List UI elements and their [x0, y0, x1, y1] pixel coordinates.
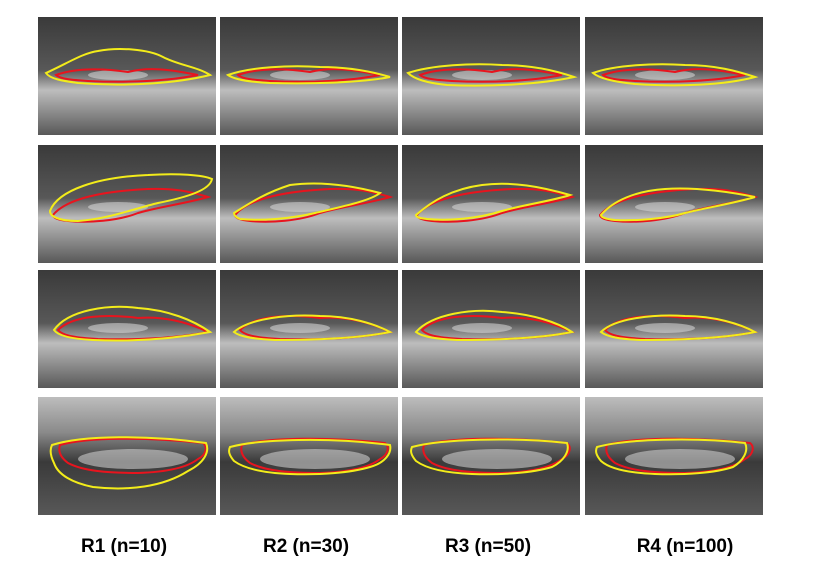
- ultrasound-tile-r3-c3: [402, 270, 580, 388]
- echo-highlight: [635, 323, 695, 333]
- reference-contour: [233, 187, 394, 223]
- predicted-contour: [232, 182, 383, 221]
- reference-contour: [418, 68, 563, 83]
- ultrasound-image: [220, 145, 398, 263]
- ultrasound-tile-r4-c1: [38, 397, 216, 515]
- predicted-contour: [228, 438, 392, 476]
- ultrasound-tile-r3-c1: [38, 270, 216, 388]
- ultrasound-image: [220, 397, 398, 515]
- ultrasound-image: [585, 145, 763, 263]
- ultrasound-tile-r3-c2: [220, 270, 398, 388]
- ultrasound-image: [585, 17, 763, 135]
- predicted-contour: [595, 438, 748, 476]
- column-label-r1: R1 (n=10): [80, 536, 168, 557]
- ultrasound-image: [38, 397, 216, 515]
- reference-contour: [415, 187, 576, 223]
- ultrasound-image: [220, 270, 398, 388]
- ultrasound-image: [38, 270, 216, 388]
- echo-highlight: [452, 202, 512, 212]
- ultrasound-tile-r1-c3: [402, 17, 580, 135]
- echo-highlight: [88, 70, 148, 80]
- echo-highlight: [88, 202, 148, 212]
- ultrasound-image: [402, 270, 580, 388]
- ultrasound-tile-r4-c2: [220, 397, 398, 515]
- column-label-r2: R2 (n=30): [262, 536, 350, 557]
- column-label-r4: R4 (n=100): [636, 536, 734, 557]
- ultrasound-tile-r2-c4: [585, 145, 763, 263]
- predicted-contour: [225, 65, 391, 85]
- echo-highlight: [78, 449, 188, 469]
- echo-highlight: [452, 70, 512, 80]
- predicted-contour: [599, 314, 758, 342]
- ultrasound-tile-r2-c2: [220, 145, 398, 263]
- reference-contour: [54, 68, 199, 83]
- predicted-contour: [232, 314, 393, 342]
- ultrasound-tile-r1-c1: [38, 17, 216, 135]
- echo-highlight: [260, 449, 370, 469]
- reference-contour: [601, 68, 746, 83]
- ultrasound-image: [402, 17, 580, 135]
- ultrasound-tile-r1-c4: [585, 17, 763, 135]
- echo-highlight: [635, 202, 695, 212]
- predicted-contour: [591, 63, 759, 87]
- predicted-contour: [52, 305, 213, 342]
- ultrasound-image: [585, 270, 763, 388]
- echo-highlight: [442, 449, 552, 469]
- ultrasound-image: [402, 145, 580, 263]
- echo-highlight: [270, 202, 330, 212]
- ultrasound-image: [38, 17, 216, 135]
- predicted-contour: [410, 438, 569, 476]
- ultrasound-tile-r4-c3: [402, 397, 580, 515]
- predicted-contour: [44, 48, 213, 86]
- predicted-contour: [414, 182, 574, 221]
- reference-contour: [58, 437, 207, 475]
- ultrasound-tile-r4-c4: [585, 397, 763, 515]
- ultrasound-tile-r2-c3: [402, 145, 580, 263]
- ultrasound-image: [38, 145, 216, 263]
- predicted-contour: [414, 309, 575, 342]
- predicted-contour: [48, 173, 214, 223]
- echo-highlight: [88, 323, 148, 333]
- column-label-r3: R3 (n=50): [444, 536, 532, 557]
- echo-highlight: [270, 323, 330, 333]
- echo-highlight: [270, 70, 330, 80]
- ultrasound-tile-r2-c1: [38, 145, 216, 263]
- predicted-contour: [49, 436, 209, 490]
- ultrasound-image: [402, 397, 580, 515]
- ultrasound-image: [585, 397, 763, 515]
- ultrasound-image: [220, 17, 398, 135]
- reference-contour: [240, 437, 389, 475]
- echo-highlight: [635, 70, 695, 80]
- echo-highlight: [625, 449, 735, 469]
- ultrasound-tile-r1-c2: [220, 17, 398, 135]
- ultrasound-tile-r3-c4: [585, 270, 763, 388]
- predicted-contour: [406, 63, 578, 87]
- predicted-contour: [599, 187, 756, 222]
- echo-highlight: [452, 323, 512, 333]
